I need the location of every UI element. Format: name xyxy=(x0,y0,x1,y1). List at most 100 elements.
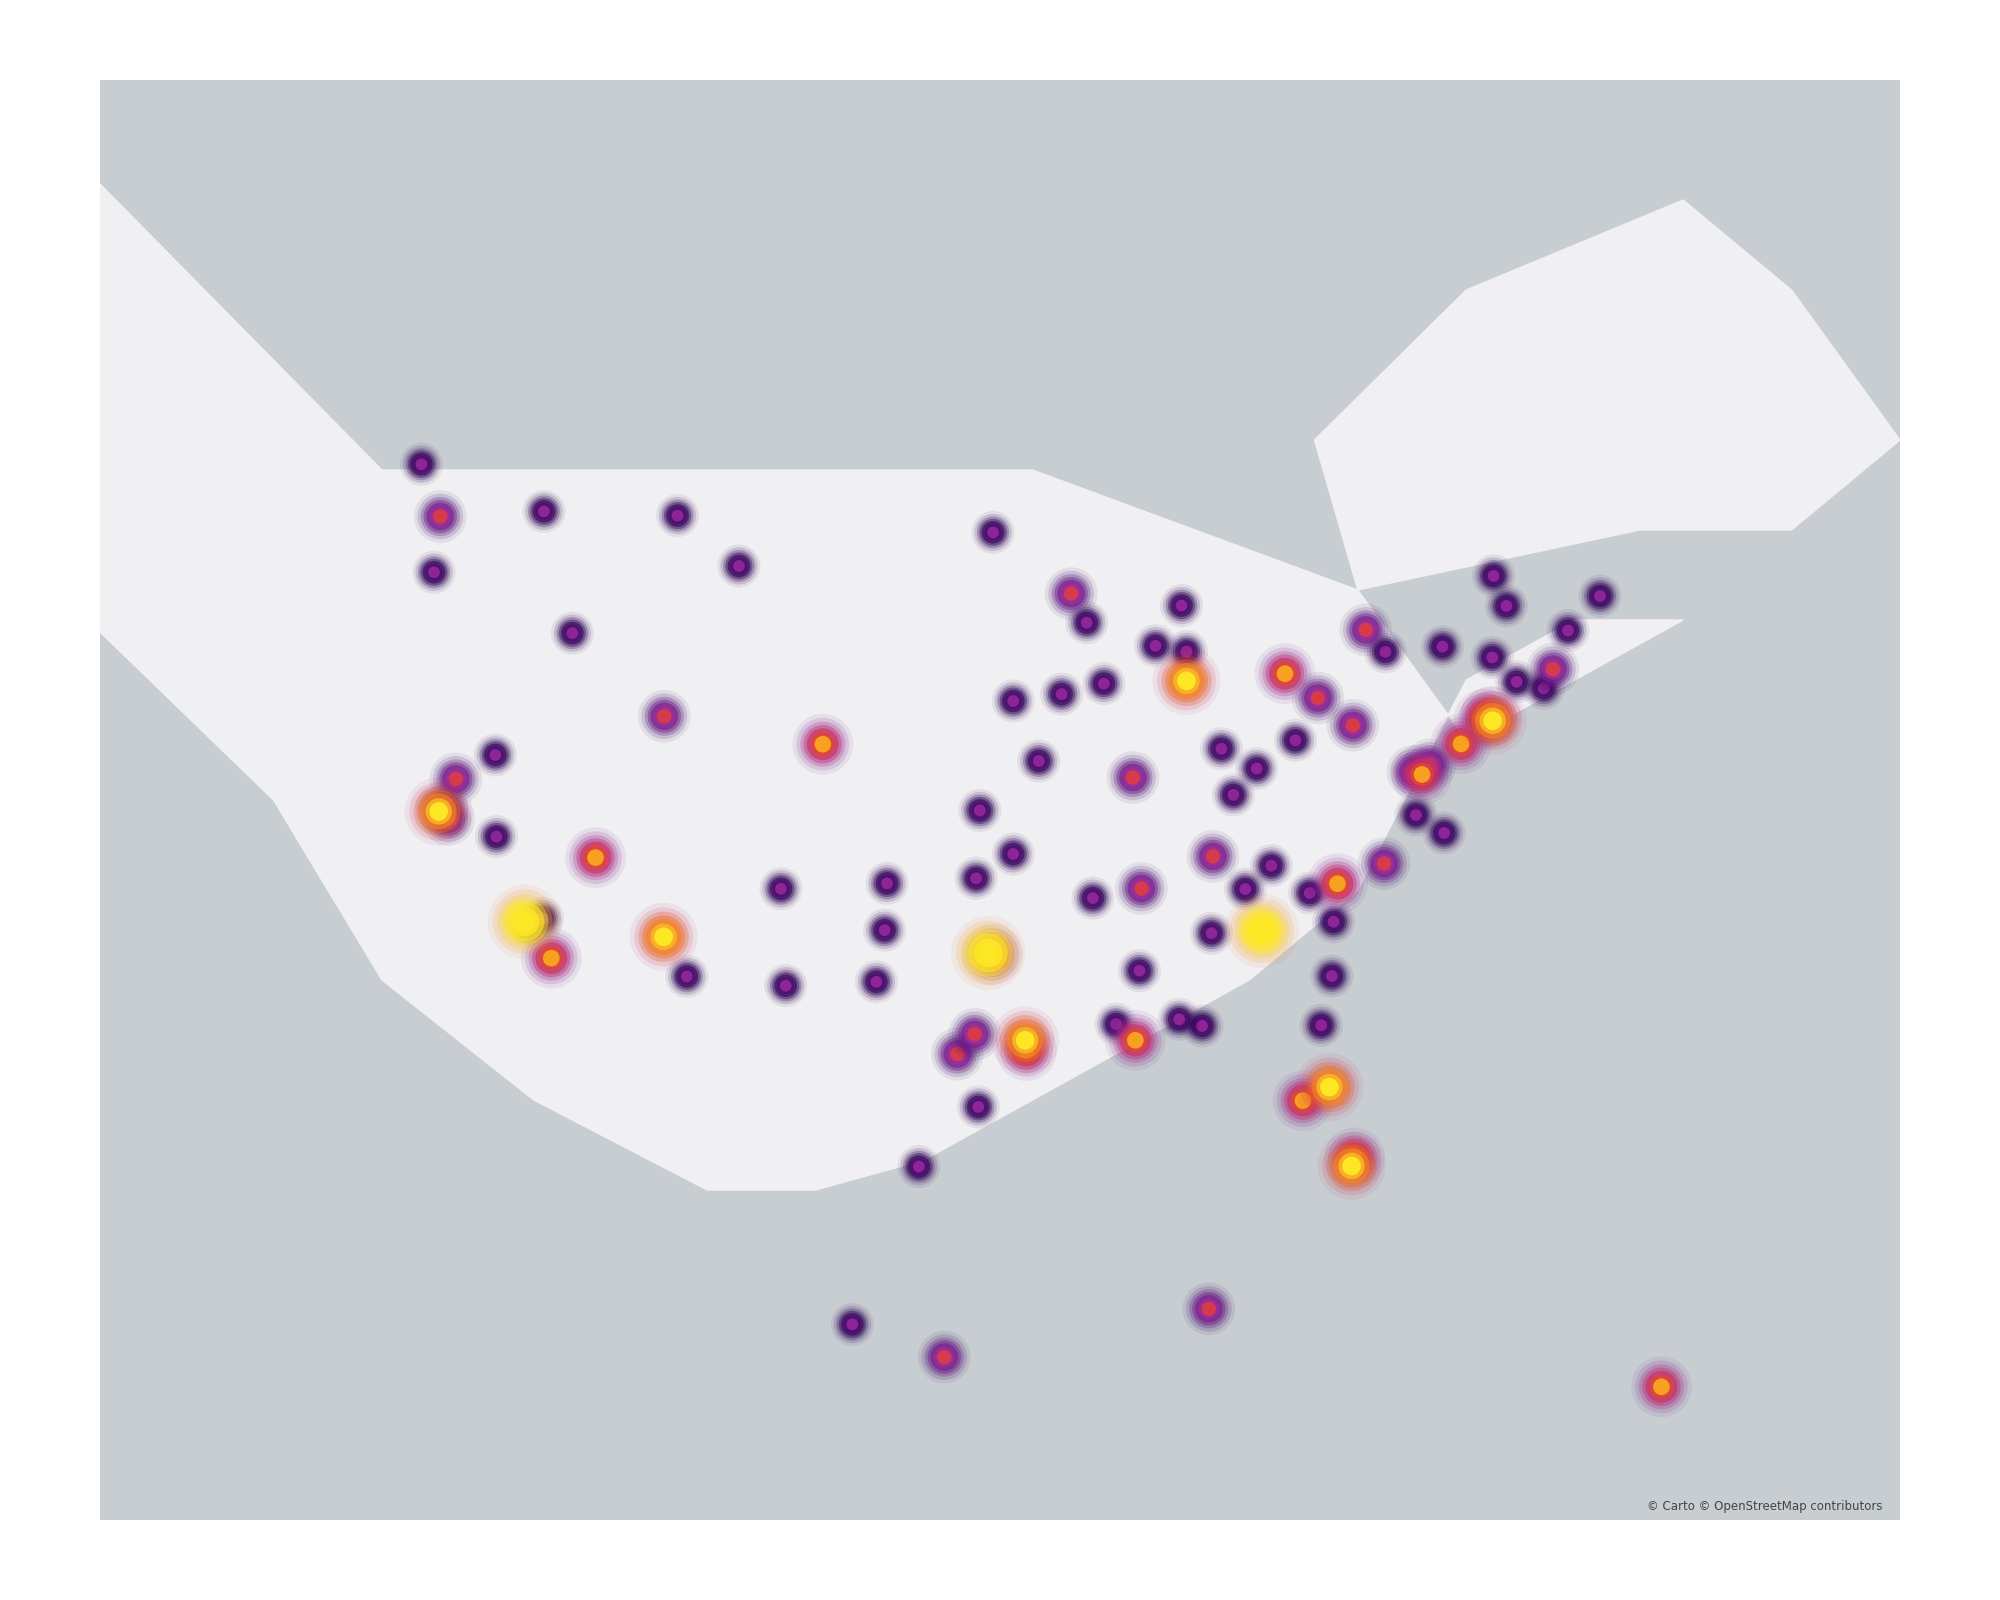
Point xyxy=(536,946,568,971)
Point xyxy=(1124,958,1156,984)
Point xyxy=(1338,1146,1370,1171)
Point xyxy=(960,866,992,891)
Point xyxy=(958,1021,990,1046)
Point xyxy=(1010,1027,1042,1053)
Point xyxy=(1476,645,1508,670)
Point xyxy=(1400,802,1432,827)
Point xyxy=(1400,802,1432,827)
Point xyxy=(1446,731,1478,757)
Point xyxy=(1446,731,1478,757)
Point xyxy=(1076,885,1108,910)
Point xyxy=(1336,1154,1368,1179)
Point xyxy=(902,1154,934,1179)
Point xyxy=(1196,843,1228,869)
Point xyxy=(902,1154,934,1179)
Point xyxy=(1500,669,1532,694)
Point xyxy=(722,554,754,579)
Point xyxy=(426,795,458,821)
Point xyxy=(964,798,996,824)
Point xyxy=(976,942,1008,968)
Point xyxy=(1116,765,1148,790)
Point xyxy=(764,875,796,901)
Point xyxy=(1088,670,1120,696)
Point xyxy=(764,875,796,901)
Point xyxy=(1070,610,1102,635)
Point xyxy=(1478,563,1510,589)
Point xyxy=(928,1344,960,1370)
Point xyxy=(1240,755,1272,781)
Point xyxy=(1076,885,1108,910)
Point xyxy=(1246,918,1278,944)
Point xyxy=(480,742,512,768)
Point xyxy=(1414,752,1446,778)
Point xyxy=(1478,563,1510,589)
Point xyxy=(580,845,612,870)
Point xyxy=(648,704,680,730)
Point xyxy=(836,1312,868,1338)
Point xyxy=(1314,1074,1346,1099)
Point xyxy=(1294,880,1326,906)
Point xyxy=(958,1021,990,1046)
Point xyxy=(806,731,838,757)
Point xyxy=(964,798,996,824)
Point xyxy=(406,451,438,477)
Point xyxy=(1490,594,1522,619)
Point xyxy=(1426,634,1458,659)
Point xyxy=(764,875,796,901)
Point xyxy=(1414,752,1446,778)
Point xyxy=(648,923,680,949)
Point xyxy=(998,688,1030,714)
Point xyxy=(1474,704,1506,730)
Point xyxy=(1126,875,1158,901)
Point xyxy=(1196,843,1228,869)
Point xyxy=(960,866,992,891)
Point xyxy=(928,1344,960,1370)
Point xyxy=(556,621,588,646)
Point xyxy=(1170,638,1202,664)
Point xyxy=(1246,918,1278,944)
Point xyxy=(556,621,588,646)
Point xyxy=(1302,685,1334,710)
Point xyxy=(1218,782,1250,808)
Point xyxy=(424,504,456,530)
Point xyxy=(1528,675,1560,701)
Point xyxy=(424,504,456,530)
Point xyxy=(770,973,802,998)
Point xyxy=(836,1312,868,1338)
Point xyxy=(526,906,558,931)
Point xyxy=(1186,1013,1218,1038)
Point xyxy=(432,806,464,832)
Point xyxy=(1170,669,1202,694)
Point xyxy=(964,798,996,824)
Point xyxy=(424,504,456,530)
Point xyxy=(872,870,904,896)
Point xyxy=(1338,1146,1370,1171)
Point xyxy=(580,845,612,870)
Point xyxy=(1140,634,1172,659)
Point xyxy=(1046,682,1078,707)
Point xyxy=(1294,880,1326,906)
Point xyxy=(958,1021,990,1046)
Point xyxy=(1170,669,1202,694)
Point xyxy=(1256,853,1288,878)
Point xyxy=(1280,728,1312,754)
Point xyxy=(1280,728,1312,754)
Point xyxy=(508,909,540,934)
Point xyxy=(1318,909,1350,934)
Point xyxy=(1022,749,1054,774)
Point xyxy=(1206,736,1238,762)
Point xyxy=(964,798,996,824)
Point xyxy=(872,870,904,896)
Point xyxy=(1400,802,1432,827)
Point xyxy=(426,795,458,821)
Point xyxy=(1538,656,1570,682)
Point xyxy=(1268,661,1300,686)
Point xyxy=(670,963,702,989)
Point xyxy=(902,1154,934,1179)
Point xyxy=(514,912,546,938)
Point xyxy=(1196,843,1228,869)
Point xyxy=(508,909,540,934)
Point xyxy=(1192,1296,1224,1322)
Point xyxy=(580,845,612,870)
Point xyxy=(960,866,992,891)
